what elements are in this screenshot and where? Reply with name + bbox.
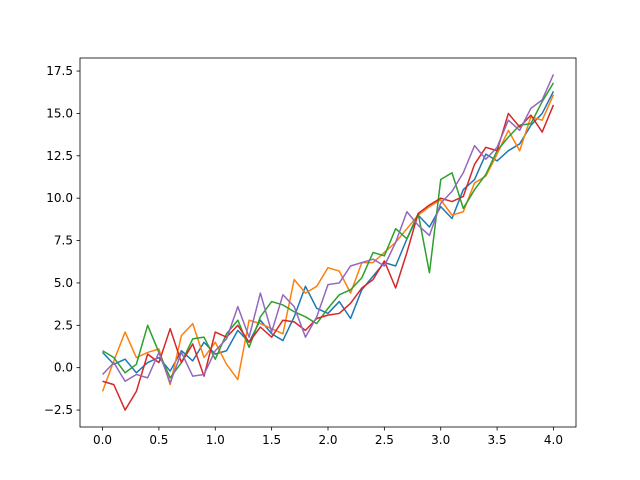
x-tick-label: 1.5	[262, 433, 281, 447]
line-series	[102, 82, 555, 379]
line-series	[102, 74, 555, 384]
x-tick-label: 4.0	[544, 433, 563, 447]
y-tick-label: −2.5	[44, 403, 73, 417]
x-tick-label: 1.0	[206, 433, 225, 447]
y-tick-label: 5.0	[54, 276, 73, 290]
y-tick-label: 2.5	[54, 318, 73, 332]
y-tick-label: 10.0	[46, 191, 73, 205]
y-tick-label: 15.0	[46, 106, 73, 120]
x-tick-label: 2.5	[375, 433, 394, 447]
x-tick-label: 2.0	[318, 433, 337, 447]
y-tick-label: 7.5	[54, 234, 73, 248]
x-tick-label: 0.5	[149, 433, 168, 447]
line-series	[102, 91, 555, 374]
x-tick-label: 3.5	[488, 433, 507, 447]
y-tick-label: 12.5	[46, 149, 73, 163]
line-series	[102, 104, 555, 411]
y-tick-label: 0.0	[54, 361, 73, 375]
x-tick-label: 3.0	[431, 433, 450, 447]
x-tick-label: 0.0	[93, 433, 112, 447]
y-tick-label: 17.5	[46, 64, 73, 78]
